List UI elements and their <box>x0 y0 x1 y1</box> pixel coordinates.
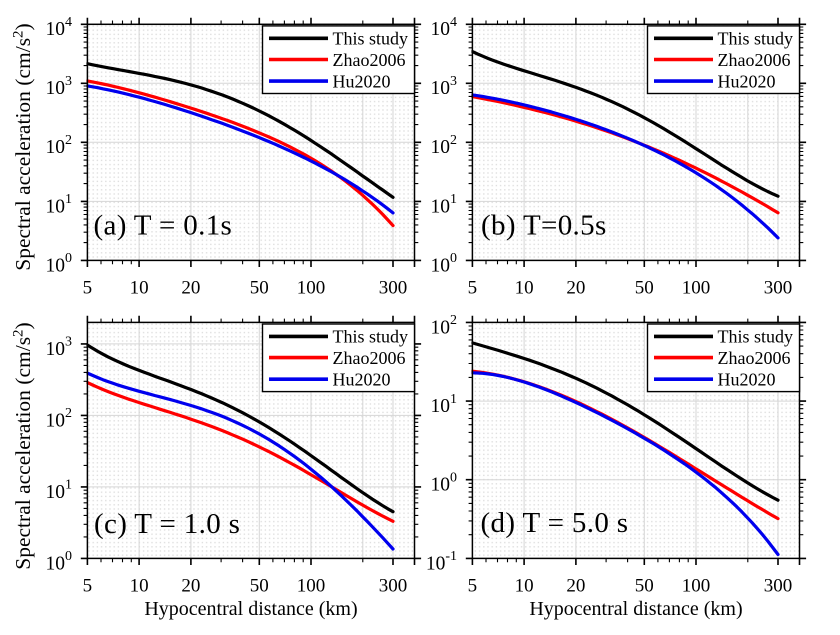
svg-text:Zhao2006: Zhao2006 <box>333 348 406 368</box>
svg-text:100: 100 <box>682 575 711 596</box>
svg-text:10: 10 <box>515 575 534 596</box>
svg-text:5: 5 <box>83 277 93 298</box>
svg-text:This study: This study <box>333 29 409 49</box>
svg-text:50: 50 <box>635 575 654 596</box>
svg-text:20: 20 <box>181 277 200 298</box>
svg-text:This study: This study <box>718 327 794 347</box>
svg-text:This study: This study <box>718 29 794 49</box>
svg-text:(a) T = 0.1s: (a) T = 0.1s <box>94 209 233 241</box>
svg-text:300: 300 <box>379 277 408 298</box>
svg-text:20: 20 <box>566 277 585 298</box>
svg-text:Hu2020: Hu2020 <box>718 71 776 91</box>
svg-text:Hu2020: Hu2020 <box>718 370 776 390</box>
svg-text:20: 20 <box>181 575 200 596</box>
svg-text:300: 300 <box>764 575 793 596</box>
svg-text:Hu2020: Hu2020 <box>333 71 391 91</box>
svg-text:5: 5 <box>83 575 93 596</box>
svg-text:Hypocentral distance (km): Hypocentral distance (km) <box>529 598 742 620</box>
svg-text:Hypocentral distance (km): Hypocentral distance (km) <box>144 598 357 620</box>
svg-text:(c) T = 1.0 s: (c) T = 1.0 s <box>94 508 240 540</box>
svg-text:102: 102 <box>46 406 73 431</box>
svg-text:Spectral acceleration (cm/s2): Spectral acceleration (cm/s2) <box>11 23 36 270</box>
svg-text:50: 50 <box>635 277 654 298</box>
svg-text:300: 300 <box>764 277 793 298</box>
svg-text:10: 10 <box>130 277 149 298</box>
svg-text:20: 20 <box>566 575 585 596</box>
svg-text:10: 10 <box>515 277 534 298</box>
svg-text:Zhao2006: Zhao2006 <box>718 348 791 368</box>
svg-text:(b) T=0.5s: (b) T=0.5s <box>481 209 607 241</box>
svg-text:Spectral acceleration (cm/s2): Spectral acceleration (cm/s2) <box>11 322 36 569</box>
svg-text:Zhao2006: Zhao2006 <box>718 50 791 70</box>
svg-text:This study: This study <box>333 327 409 347</box>
svg-text:Hu2020: Hu2020 <box>333 370 391 390</box>
svg-text:5: 5 <box>468 277 478 298</box>
svg-text:100: 100 <box>297 277 326 298</box>
svg-text:100: 100 <box>682 277 711 298</box>
svg-text:5: 5 <box>468 575 478 596</box>
svg-text:100: 100 <box>297 575 326 596</box>
svg-text:50: 50 <box>250 575 269 596</box>
svg-text:300: 300 <box>379 575 408 596</box>
svg-text:(d) T = 5.0 s: (d) T = 5.0 s <box>481 507 629 539</box>
svg-text:10: 10 <box>130 575 149 596</box>
svg-text:Zhao2006: Zhao2006 <box>333 50 406 70</box>
svg-text:50: 50 <box>250 277 269 298</box>
